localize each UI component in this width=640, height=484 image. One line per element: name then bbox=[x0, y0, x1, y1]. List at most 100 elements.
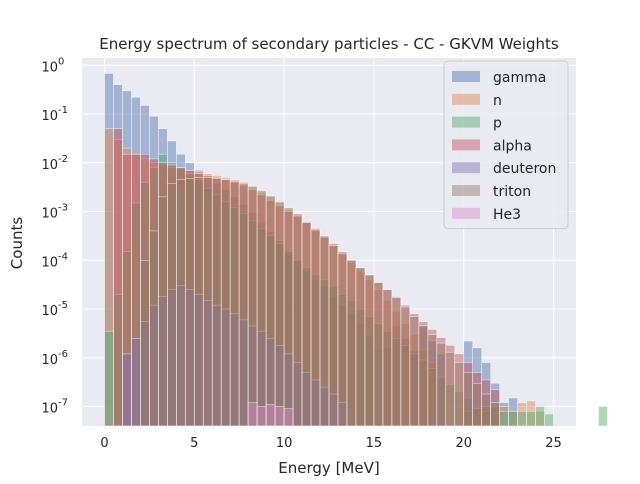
histogram-bar bbox=[328, 245, 339, 427]
histogram-bar bbox=[409, 316, 420, 427]
histogram-bar bbox=[265, 404, 276, 427]
series-n-bars bbox=[104, 128, 545, 427]
legend-swatch bbox=[452, 116, 480, 128]
histogram-bar bbox=[167, 182, 177, 427]
histogram-bar bbox=[292, 213, 303, 427]
legend-swatch bbox=[452, 93, 480, 105]
histogram-bar bbox=[140, 259, 150, 427]
histogram-bar bbox=[445, 351, 456, 427]
histogram-bar bbox=[490, 402, 500, 427]
histogram-bar bbox=[256, 190, 267, 427]
histogram-bar bbox=[418, 325, 429, 427]
legend-label: deuteron bbox=[493, 161, 556, 177]
series-he3-bars bbox=[247, 402, 294, 427]
histogram-bars bbox=[104, 73, 608, 427]
legend: gamma np alpha deuteron triton He3 bbox=[443, 60, 569, 230]
x-tick-label: 20 bbox=[455, 436, 472, 451]
x-tick-label: 5 bbox=[190, 436, 198, 451]
legend-label: n bbox=[493, 93, 502, 109]
histogram-bar bbox=[436, 342, 447, 427]
histogram-bar bbox=[508, 410, 518, 427]
y-tick-label: 10 bbox=[41, 158, 58, 173]
legend-label: p bbox=[493, 116, 502, 132]
y-tick-label: 10 bbox=[41, 402, 58, 417]
histogram-bar bbox=[463, 372, 474, 427]
histogram-bar bbox=[517, 410, 527, 427]
x-tick-label: 15 bbox=[366, 436, 383, 451]
histogram-bar bbox=[211, 178, 222, 427]
histogram-bar bbox=[229, 180, 240, 427]
histogram-bar bbox=[337, 252, 348, 427]
y-tick-exponent: -7 bbox=[58, 398, 68, 409]
histogram-bar bbox=[598, 406, 608, 427]
histogram-bar bbox=[400, 306, 411, 427]
legend-swatch bbox=[452, 162, 480, 174]
histogram-bar bbox=[454, 362, 465, 427]
histogram-bar bbox=[158, 196, 168, 427]
y-tick-label: 10 bbox=[41, 109, 58, 124]
histogram-bar bbox=[427, 334, 438, 427]
histogram-bar bbox=[319, 236, 330, 427]
y-tick-label: 10 bbox=[41, 207, 58, 222]
series-triton-bars bbox=[140, 177, 500, 427]
legend-swatch bbox=[452, 185, 480, 196]
y-tick-exponent: -4 bbox=[58, 251, 68, 262]
histogram-bar bbox=[149, 230, 159, 427]
histogram-bar bbox=[373, 282, 384, 427]
histogram-bar bbox=[122, 353, 132, 427]
y-tick-exponent: 0 bbox=[58, 56, 64, 67]
chart-title: Energy spectrum of secondary particles -… bbox=[99, 35, 559, 53]
histogram-bar bbox=[283, 207, 294, 427]
y-tick-exponent: -1 bbox=[58, 105, 68, 116]
series-deuteron-bars bbox=[122, 285, 348, 427]
y-tick-label: 10 bbox=[41, 304, 58, 319]
legend-swatch bbox=[452, 71, 480, 82]
histogram-bar bbox=[535, 406, 545, 427]
histogram-bar bbox=[391, 297, 402, 427]
x-tick-label: 10 bbox=[276, 436, 293, 451]
histogram-bar bbox=[131, 338, 141, 427]
histogram-bar bbox=[472, 382, 482, 427]
histogram-bar bbox=[184, 178, 195, 427]
histogram-bar bbox=[481, 393, 491, 427]
histogram-bar bbox=[283, 408, 294, 427]
histogram-bar bbox=[238, 182, 249, 427]
histogram-bar bbox=[274, 406, 285, 427]
legend-label: gamma bbox=[493, 70, 546, 86]
histogram-bar bbox=[247, 185, 258, 427]
y-tick-exponent: -6 bbox=[58, 349, 68, 360]
histogram-bar bbox=[220, 179, 231, 427]
histogram-bar bbox=[247, 402, 258, 427]
histogram-bar bbox=[310, 229, 321, 427]
series-gamma-bars bbox=[104, 73, 518, 427]
histogram-bar bbox=[104, 330, 114, 427]
histogram-bar bbox=[526, 410, 536, 427]
histogram-bar bbox=[355, 267, 366, 427]
x-tick-label: 25 bbox=[545, 436, 562, 451]
legend-box bbox=[443, 60, 569, 230]
y-axis-label: Counts bbox=[8, 217, 26, 270]
y-tick-label: 10 bbox=[41, 255, 58, 270]
histogram-bar bbox=[265, 195, 276, 427]
y-tick-exponent: -5 bbox=[58, 300, 68, 311]
y-tick-label: 10 bbox=[41, 60, 58, 75]
histogram-bar bbox=[364, 274, 375, 427]
histogram-bar bbox=[382, 289, 393, 427]
legend-label: triton bbox=[493, 184, 531, 200]
x-axis-ticks: 0 5 10 15 20 25 bbox=[100, 436, 562, 451]
histogram-bar bbox=[301, 222, 312, 427]
y-tick-exponent: -2 bbox=[58, 154, 68, 165]
histogram-bar bbox=[193, 177, 204, 427]
legend-swatch bbox=[452, 207, 480, 219]
histogram-bar bbox=[176, 179, 186, 427]
legend-swatch bbox=[452, 139, 480, 151]
histogram-bar bbox=[544, 413, 554, 427]
histogram-bar bbox=[274, 201, 285, 427]
legend-label: He3 bbox=[493, 207, 521, 223]
histogram-bar bbox=[256, 406, 267, 427]
histogram-bar bbox=[202, 177, 213, 427]
x-tick-label: 0 bbox=[100, 436, 108, 451]
